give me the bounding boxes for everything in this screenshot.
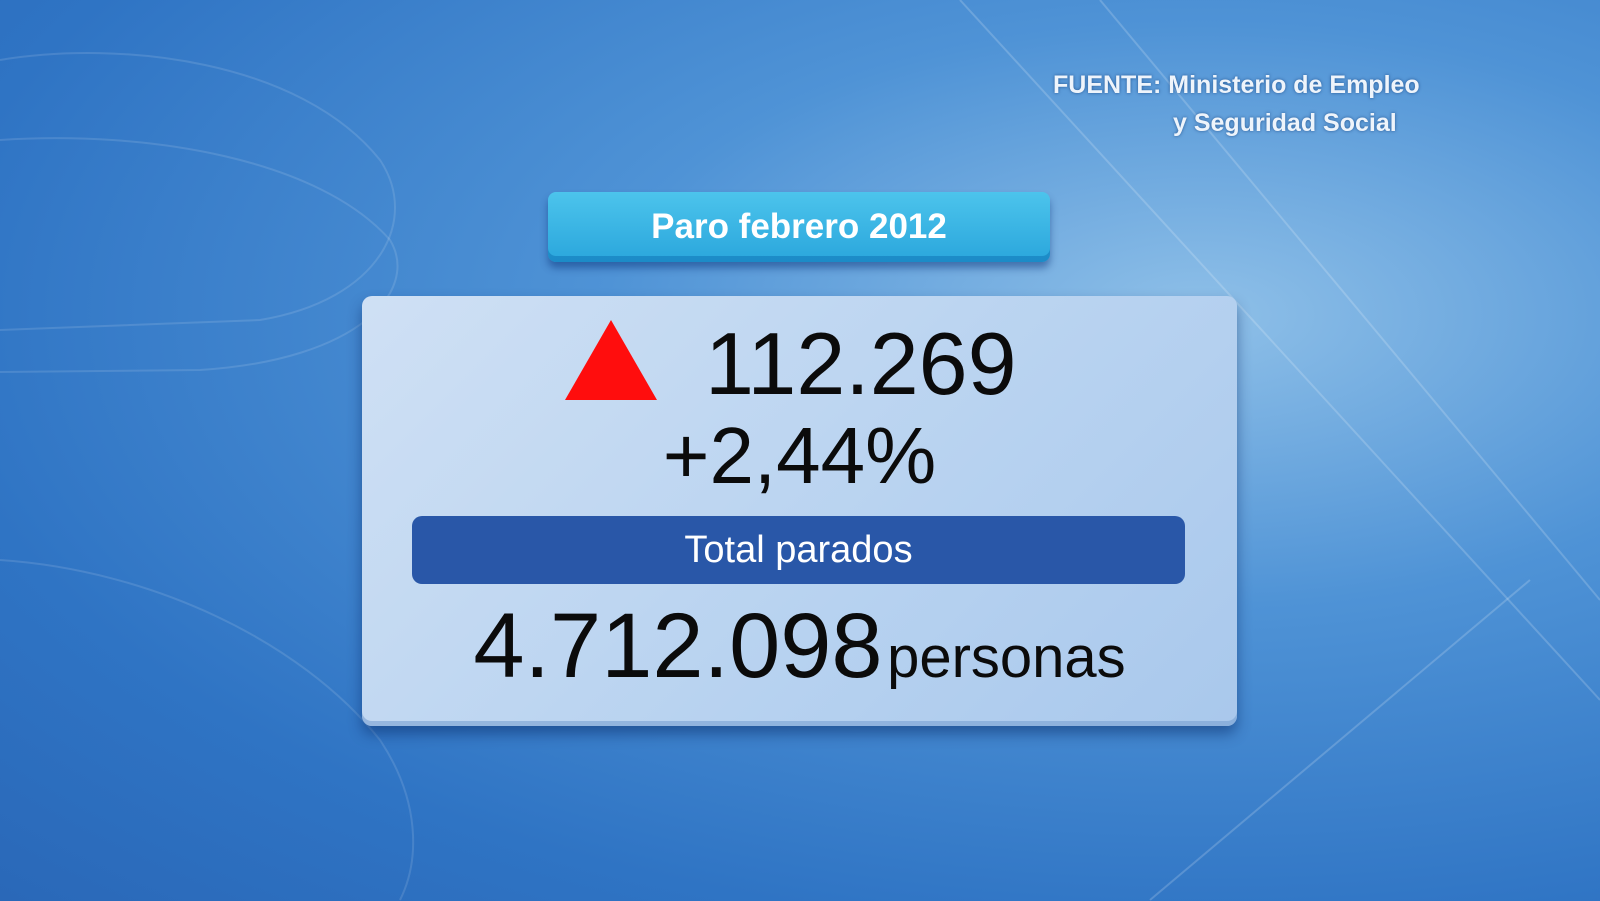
source-line-2: y Seguridad Social bbox=[1173, 109, 1397, 137]
decor-line bbox=[1099, 0, 1600, 601]
total-label-bar: Total parados bbox=[412, 516, 1185, 584]
total-label: Total parados bbox=[684, 528, 913, 571]
change-absolute: 112.269 bbox=[705, 314, 1017, 413]
stats-card: 112.269 +2,44% Total parados 4.712.098 p… bbox=[362, 296, 1237, 726]
decor-curve bbox=[0, 52, 396, 331]
source-line-1: FUENTE: Ministerio de Empleo bbox=[1053, 71, 1420, 99]
decor-line bbox=[959, 0, 1600, 701]
total-value: 4.712.098 bbox=[473, 595, 883, 697]
decor-curve bbox=[0, 559, 415, 901]
title-banner: Paro febrero 2012 bbox=[548, 192, 1050, 262]
decor-curve bbox=[0, 137, 399, 373]
change-percent: +2,44% bbox=[662, 411, 937, 500]
total-value-row: 4.712.098 personas bbox=[362, 596, 1237, 723]
decor-line bbox=[1149, 579, 1531, 901]
title-text: Paro febrero 2012 bbox=[651, 207, 947, 246]
source-credit: FUENTE: Ministerio de Empleo y Seguridad… bbox=[1053, 66, 1420, 142]
up-arrow-icon bbox=[565, 320, 657, 400]
total-unit: personas bbox=[887, 625, 1126, 690]
